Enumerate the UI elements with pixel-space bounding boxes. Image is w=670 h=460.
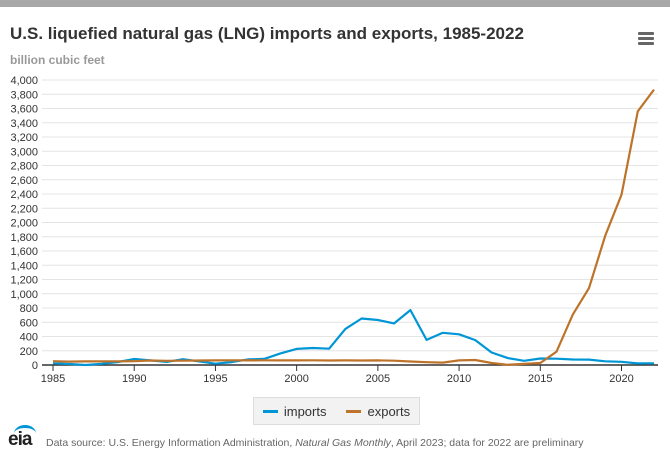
footer: eia Data source: U.S. Energy Information… <box>8 425 584 450</box>
y-tick-label: 1,200 <box>10 275 38 287</box>
y-tick-label: 200 <box>20 346 38 358</box>
y-tick-label: 1,800 <box>10 232 38 244</box>
data-source-note: Data source: U.S. Energy Information Adm… <box>46 437 584 449</box>
x-tick-label: 2020 <box>609 373 633 385</box>
y-tick-label: 3,200 <box>10 132 38 144</box>
y-tick-label: 2,600 <box>10 175 38 187</box>
y-tick-label: 3,000 <box>10 146 38 158</box>
hamburger-menu-icon[interactable] <box>638 32 654 46</box>
exports-swatch <box>346 409 362 413</box>
x-tick-label: 1985 <box>41 373 65 385</box>
y-tick-label: 2,000 <box>10 218 38 230</box>
y-tick-label: 3,400 <box>10 118 38 130</box>
plot-area: 0 200 400 600 800 1,000 1,200 1,400 1,600 1,800 2,… <box>10 75 658 385</box>
y-tick-label: 1,000 <box>10 289 38 301</box>
x-tick-label: 2010 <box>447 373 471 385</box>
y-tick-label: 2,200 <box>10 203 38 215</box>
x-tick-label: 2000 <box>284 373 308 385</box>
legend: imports exports <box>253 397 420 425</box>
eia-logo: eia <box>8 425 40 450</box>
legend-label: exports <box>367 403 411 419</box>
legend-label: imports <box>283 403 327 419</box>
y-tick-label: 1,400 <box>10 260 38 272</box>
y-tick-label: 3,800 <box>10 89 38 101</box>
imports-swatch <box>262 409 278 413</box>
y-tick-label: 600 <box>20 317 38 329</box>
chart-title: U.S. liquefied natural gas (LNG) imports… <box>10 24 524 43</box>
exports-line <box>52 88 655 366</box>
x-tick-label: 2005 <box>366 373 390 385</box>
y-tick-label: 400 <box>20 332 38 344</box>
x-tick-label: 2015 <box>528 373 552 385</box>
y-tick-label: 800 <box>20 303 38 315</box>
top-bar <box>0 0 670 7</box>
y-tick-label: 0 <box>32 360 38 372</box>
y-tick-label: 2,400 <box>10 189 38 201</box>
y-tick-label: 2,800 <box>10 161 38 173</box>
legend-item-imports[interactable]: imports <box>262 403 327 419</box>
y-tick-label: 4,000 <box>10 75 38 87</box>
legend-item-exports[interactable]: exports <box>346 404 410 419</box>
y-tick-label: 3,600 <box>10 104 38 116</box>
y-tick-label: 1,600 <box>10 246 38 258</box>
x-tick-label: 1995 <box>203 373 227 385</box>
x-tick-label: 1990 <box>122 373 146 385</box>
y-axis-unit-label: billion cubic feet <box>10 53 105 67</box>
